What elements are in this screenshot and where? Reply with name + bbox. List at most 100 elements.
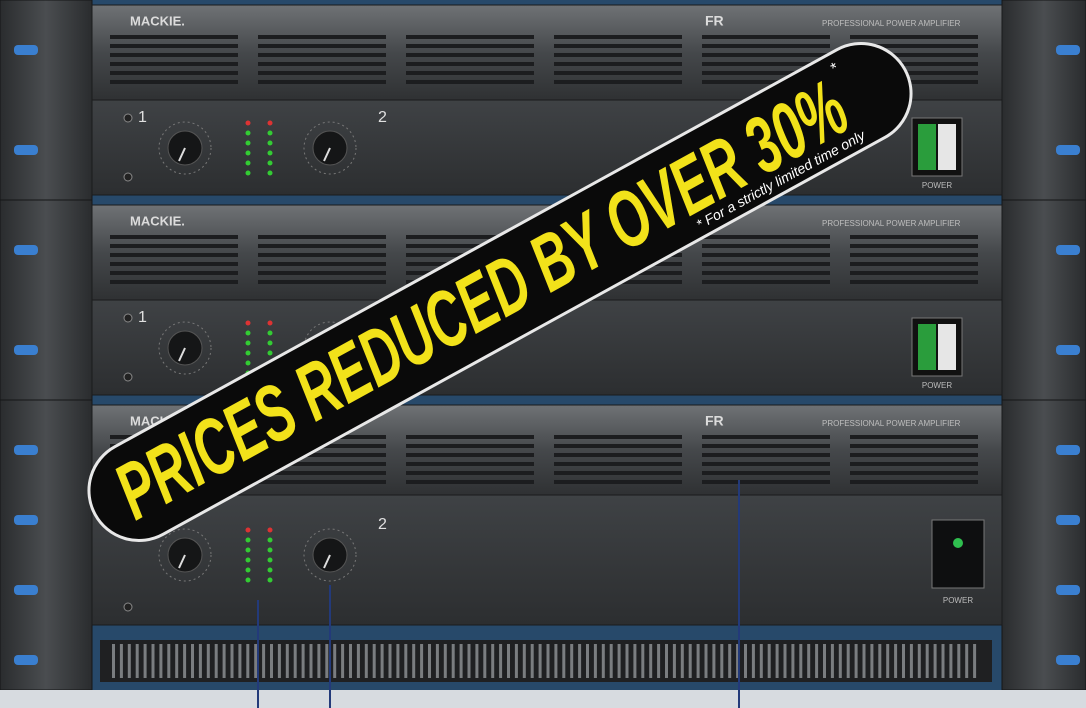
vent-slot bbox=[258, 62, 386, 66]
vent-slot bbox=[406, 62, 534, 66]
vent-bar bbox=[657, 644, 660, 678]
meter-led bbox=[246, 171, 251, 176]
vent-bar bbox=[839, 644, 842, 678]
descriptor-label: PROFESSIONAL POWER AMPLIFIER bbox=[822, 419, 961, 428]
vent-bar bbox=[618, 644, 621, 678]
rack-ear bbox=[1002, 400, 1086, 690]
vent-slot bbox=[110, 244, 238, 248]
vent-bar bbox=[262, 644, 265, 678]
descriptor-label: PROFESSIONAL POWER AMPLIFIER bbox=[822, 19, 961, 28]
vent-bar bbox=[823, 644, 826, 678]
vent-slot bbox=[702, 453, 830, 457]
vent-slot bbox=[554, 444, 682, 448]
vent-slot bbox=[702, 44, 830, 48]
rack-ear bbox=[0, 0, 92, 200]
vent-bar bbox=[491, 644, 494, 678]
vent-bar bbox=[373, 644, 376, 678]
vent-slot bbox=[702, 253, 830, 257]
vent-bar bbox=[515, 644, 518, 678]
vent-slot bbox=[850, 471, 978, 475]
vent-bar bbox=[286, 644, 289, 678]
vent-bar bbox=[294, 644, 297, 678]
meter-led bbox=[246, 121, 251, 126]
vent-bar bbox=[863, 644, 866, 678]
vent-bar bbox=[894, 644, 897, 678]
rack-hole bbox=[14, 345, 38, 355]
vent-bar bbox=[610, 644, 613, 678]
vent-slot bbox=[258, 44, 386, 48]
vent-slot bbox=[406, 44, 534, 48]
vent-bar bbox=[949, 644, 952, 678]
vent-slot bbox=[110, 62, 238, 66]
meter-led bbox=[268, 331, 273, 336]
meter-led bbox=[268, 578, 273, 583]
vent-bar bbox=[547, 644, 550, 678]
vent-bar bbox=[167, 644, 170, 678]
vent-slot bbox=[702, 435, 830, 439]
vent-bar bbox=[468, 644, 471, 678]
rack-hole bbox=[14, 445, 38, 455]
vent-bar bbox=[957, 644, 960, 678]
vent-slot bbox=[406, 80, 534, 84]
meter-led bbox=[268, 568, 273, 573]
vent-bar bbox=[768, 644, 771, 678]
vent-bar bbox=[302, 644, 305, 678]
rack-hole bbox=[14, 515, 38, 525]
vent-slot bbox=[406, 444, 534, 448]
vent-slot bbox=[110, 44, 238, 48]
vent-bar bbox=[349, 644, 352, 678]
vent-bar bbox=[357, 644, 360, 678]
rack-hole bbox=[14, 655, 38, 665]
vent-slot bbox=[850, 480, 978, 484]
vent-bar bbox=[870, 644, 873, 678]
rack-ear bbox=[0, 400, 92, 690]
vent-bar bbox=[310, 644, 313, 678]
rack-hole bbox=[14, 45, 38, 55]
vent-bar bbox=[673, 644, 676, 678]
rack-ear bbox=[1002, 0, 1086, 200]
vent-slot bbox=[702, 244, 830, 248]
vent-slot bbox=[554, 435, 682, 439]
vent-slot bbox=[258, 480, 386, 484]
vent-slot bbox=[258, 80, 386, 84]
meter-led bbox=[246, 131, 251, 136]
channel-number: 2 bbox=[378, 516, 387, 533]
meter-led bbox=[246, 361, 251, 366]
vent-bar bbox=[365, 644, 368, 678]
vent-slot bbox=[258, 253, 386, 257]
vent-bar bbox=[562, 644, 565, 678]
vent-bar bbox=[626, 644, 629, 678]
vent-bar bbox=[570, 644, 573, 678]
vent-bar bbox=[381, 644, 384, 678]
panel-screw bbox=[124, 114, 132, 122]
vent-bar bbox=[965, 644, 968, 678]
vent-slot bbox=[850, 453, 978, 457]
vent-bar bbox=[159, 644, 162, 678]
meter-led bbox=[246, 161, 251, 166]
vent-bar bbox=[254, 644, 257, 678]
vent-slot bbox=[702, 235, 830, 239]
vent-bar bbox=[183, 644, 186, 678]
vent-slot bbox=[554, 480, 682, 484]
rack-hole bbox=[1056, 345, 1080, 355]
vent-slot bbox=[258, 35, 386, 39]
panel-screw bbox=[124, 373, 132, 381]
vent-slot bbox=[554, 462, 682, 466]
vent-slot bbox=[406, 480, 534, 484]
power-led bbox=[953, 538, 963, 548]
meter-led bbox=[268, 161, 273, 166]
meter-led bbox=[268, 528, 273, 533]
rack-hole bbox=[1056, 145, 1080, 155]
vent-slot bbox=[554, 35, 682, 39]
vent-bar bbox=[744, 644, 747, 678]
meter-led bbox=[246, 578, 251, 583]
vent-slot bbox=[406, 71, 534, 75]
power-label: POWER bbox=[943, 596, 973, 605]
vent-slot bbox=[406, 453, 534, 457]
vent-slot bbox=[554, 71, 682, 75]
vent-bar bbox=[815, 644, 818, 678]
meter-led bbox=[246, 568, 251, 573]
vent-bar bbox=[389, 644, 392, 678]
vent-bar bbox=[697, 644, 700, 678]
vent-bar bbox=[926, 644, 929, 678]
